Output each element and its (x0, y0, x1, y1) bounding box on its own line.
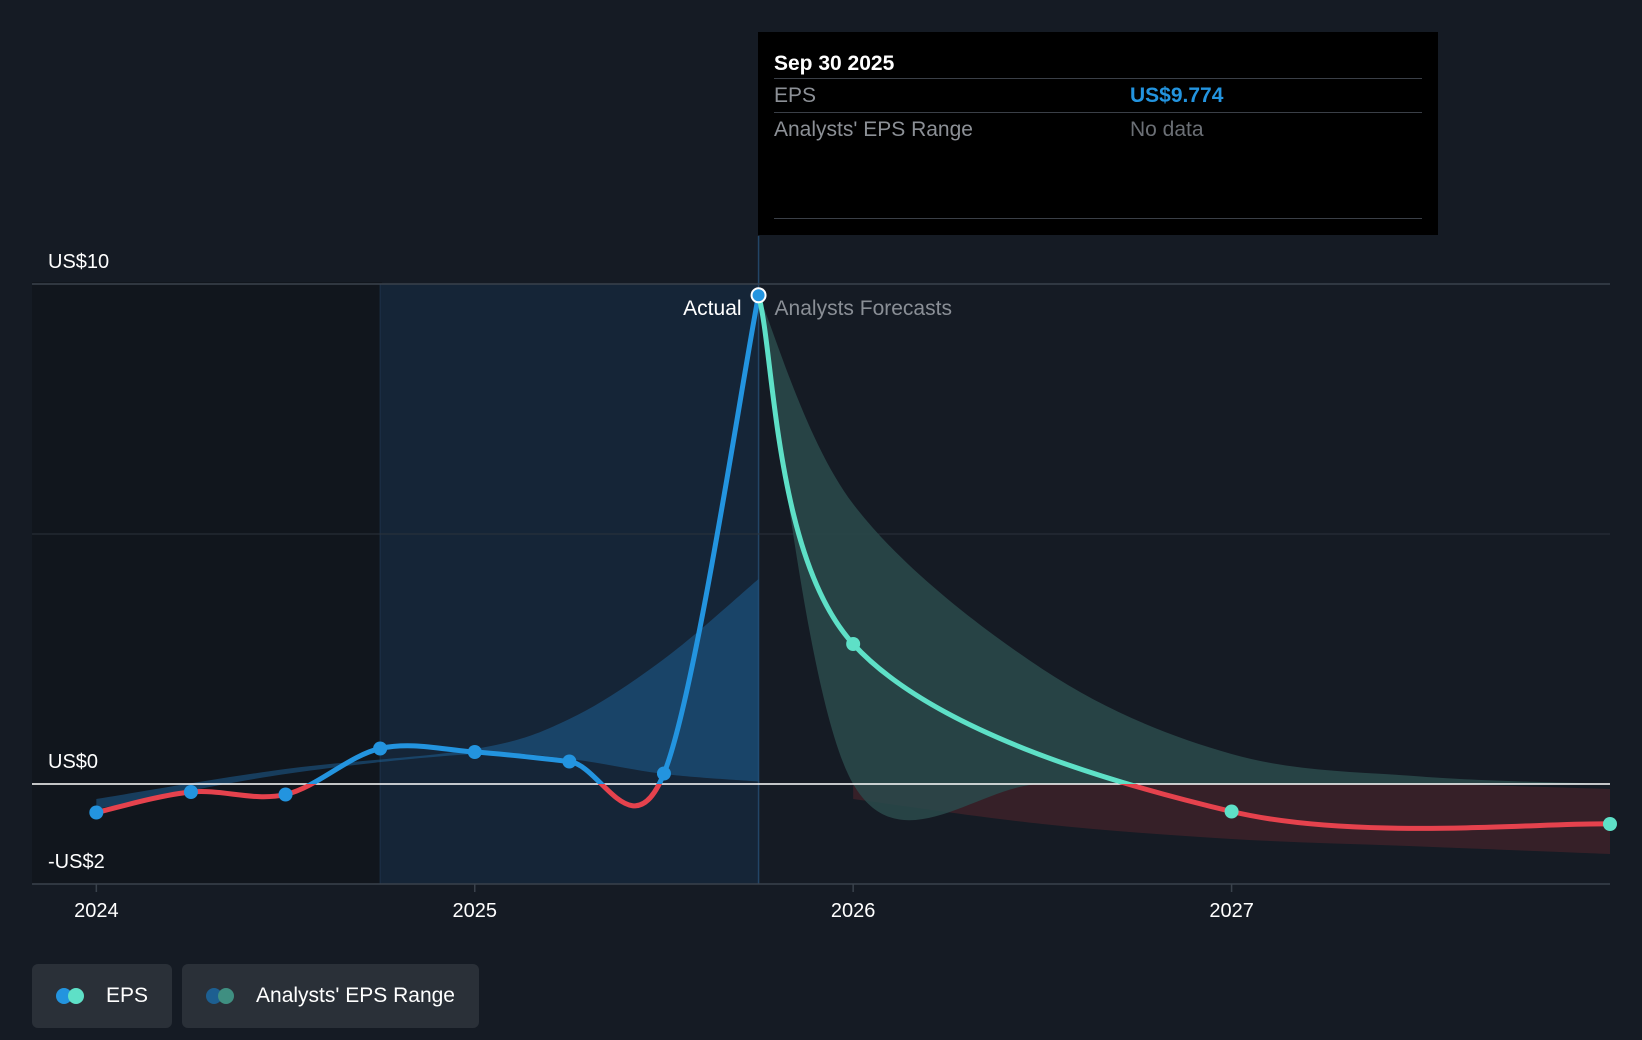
y-tick-label-0: US$0 (48, 751, 98, 773)
eps-point-actual (562, 754, 577, 769)
tooltip-eps-label: EPS (774, 84, 817, 107)
eps-point-forecast (846, 637, 861, 651)
tooltip-eps-value: US$9.774 (1130, 84, 1224, 107)
legend-range-swatch (206, 987, 236, 1005)
x-tick-label: 2025 (452, 900, 497, 922)
x-tick-label: 2026 (831, 900, 876, 922)
eps-point-actual (278, 787, 293, 802)
eps-point-forecast (1603, 817, 1617, 831)
tooltip: Sep 30 2025 EPS US$9.774 Analysts' EPS R… (758, 32, 1438, 235)
eps-point-actual (656, 766, 671, 781)
eps-points (89, 287, 1617, 831)
eps-point-actual (467, 745, 482, 759)
tooltip-range-row: Analysts' EPS Range No data (774, 112, 1422, 146)
x-tick-label: 2027 (1209, 900, 1254, 922)
analysts-eps-range-area (758, 295, 1610, 821)
negative-forecast-range-area (853, 783, 1610, 854)
tooltip-eps-row: EPS US$9.774 (774, 78, 1422, 112)
tooltip-range-value: No data (1130, 118, 1204, 141)
eps-point-actual (183, 785, 198, 799)
actual-period-shade (380, 284, 759, 884)
x-axis-ticks: 2024 2025 2026 2027 (74, 884, 1254, 922)
past-eps-range-area (96, 579, 759, 809)
forecast-label: Analysts Forecasts (775, 297, 952, 320)
actual-label: Actual (683, 297, 741, 320)
legend-eps-swatch (56, 987, 86, 1005)
eps-point-actual (89, 805, 104, 820)
legend-range-button[interactable]: Analysts' EPS Range (182, 964, 479, 1028)
legend: EPS Analysts' EPS Range (32, 964, 479, 1028)
tooltip-range-label: Analysts' EPS Range (774, 118, 973, 141)
y-tick-label-10: US$10 (48, 251, 109, 273)
tooltip-date: Sep 30 2025 (774, 52, 895, 75)
legend-eps-button[interactable]: EPS (32, 964, 173, 1028)
y-tick-label-minus-2: -US$2 (48, 851, 105, 873)
legend-eps-label: EPS (106, 984, 149, 1007)
eps-forecast-line (756, 292, 1613, 831)
tooltip-divider (774, 218, 1422, 219)
eps-point-actual (750, 287, 767, 304)
eps-point-actual (373, 741, 388, 756)
legend-range-label: Analysts' EPS Range (256, 984, 455, 1007)
eps-actual-line (93, 292, 762, 815)
x-tick-label: 2024 (74, 900, 119, 922)
eps-point-forecast (1224, 804, 1239, 819)
